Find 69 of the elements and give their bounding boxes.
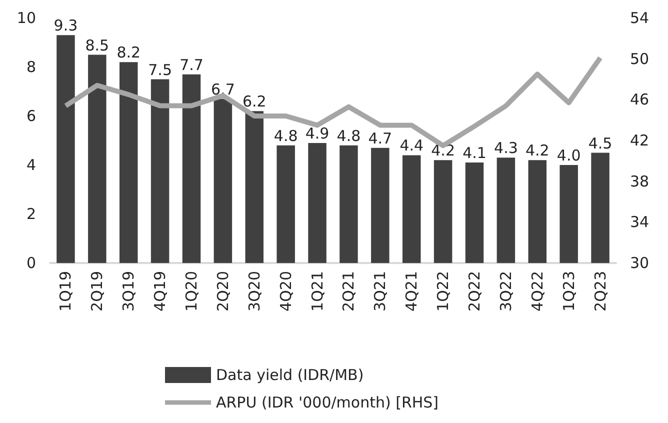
data-label: 4.2: [525, 142, 550, 160]
bar: [434, 160, 452, 263]
data-label: 4.5: [588, 134, 612, 152]
x-tick-label: 3Q20: [245, 271, 264, 312]
data-label: 7.7: [180, 56, 204, 74]
x-tick-label: 1Q19: [56, 271, 75, 312]
x-tick-label: 1Q21: [308, 271, 326, 312]
bar: [371, 148, 390, 263]
bar: [276, 145, 295, 263]
x-tick-label: 4Q22: [528, 271, 546, 312]
data-label: 4.7: [368, 129, 392, 148]
data-label: 4.0: [556, 146, 581, 164]
data-label: 4.8: [336, 126, 361, 145]
bar: [340, 145, 358, 263]
y2-tick-label: 38: [630, 172, 650, 190]
x-tick-label: 2Q23: [591, 271, 610, 312]
data-label: 8.5: [85, 36, 110, 54]
bar: [308, 142, 326, 263]
x-tick-label: 2Q19: [88, 271, 106, 312]
y2-tick-label: 42: [630, 132, 650, 150]
y-tick-label: 2: [26, 205, 36, 223]
bar: [119, 62, 138, 263]
x-tick-label: 3Q21: [371, 271, 390, 312]
y-tick-label: 10: [16, 9, 36, 27]
bar: [496, 158, 516, 263]
y-tick-label: 6: [26, 107, 36, 125]
data-label: 4.1: [462, 144, 486, 162]
data-label: 4.4: [400, 136, 424, 155]
data-label: 4.2: [431, 142, 455, 160]
x-tick-label: 2Q22: [466, 271, 484, 312]
y2-tick-label: 54: [630, 9, 650, 27]
x-tick-label: 3Q19: [120, 271, 138, 312]
bar: [402, 155, 421, 263]
data-label: 8.2: [116, 44, 141, 62]
data-label: 4.8: [274, 126, 298, 145]
data-label: 6.2: [242, 92, 266, 111]
bar: [88, 54, 106, 263]
y-tick-label: 8: [26, 58, 36, 76]
data-label: 6.7: [211, 80, 235, 98]
legend-label: ARPU (IDR '000/month) [RHS]: [216, 394, 439, 412]
y-tick-label: 4: [26, 156, 36, 174]
y2-tick-label: 34: [630, 213, 650, 232]
y-tick-label: 0: [26, 254, 36, 272]
bar: [560, 165, 578, 263]
x-tick-label: 4Q19: [151, 271, 170, 312]
x-tick-label: 2Q20: [214, 271, 232, 312]
x-tick-label: 4Q21: [402, 271, 421, 312]
bar: [245, 111, 264, 263]
bar: [182, 74, 201, 263]
bar: [214, 98, 232, 263]
x-tick-label: 1Q20: [182, 271, 200, 312]
bar: [465, 162, 484, 263]
legend-label: Data yield (IDR/MB): [216, 366, 364, 384]
x-tick-label: 3Q22: [496, 271, 515, 312]
bar: [56, 35, 75, 263]
data-label: 4.3: [494, 139, 518, 158]
bar: [528, 160, 547, 263]
x-tick-label: 4Q20: [276, 271, 295, 312]
x-tick-label: 1Q23: [560, 271, 578, 312]
bar: [150, 79, 170, 263]
x-tick-label: 2Q21: [340, 271, 358, 312]
data-label: 4.9: [305, 124, 330, 142]
y2-tick-label: 46: [630, 90, 650, 109]
data-label: 9.3: [54, 16, 78, 35]
x-tick-label: 1Q22: [434, 271, 452, 312]
data-label: 7.5: [148, 60, 172, 79]
y2-tick-label: 50: [630, 50, 650, 68]
bar: [591, 152, 610, 263]
y2-tick-label: 30: [630, 254, 650, 272]
